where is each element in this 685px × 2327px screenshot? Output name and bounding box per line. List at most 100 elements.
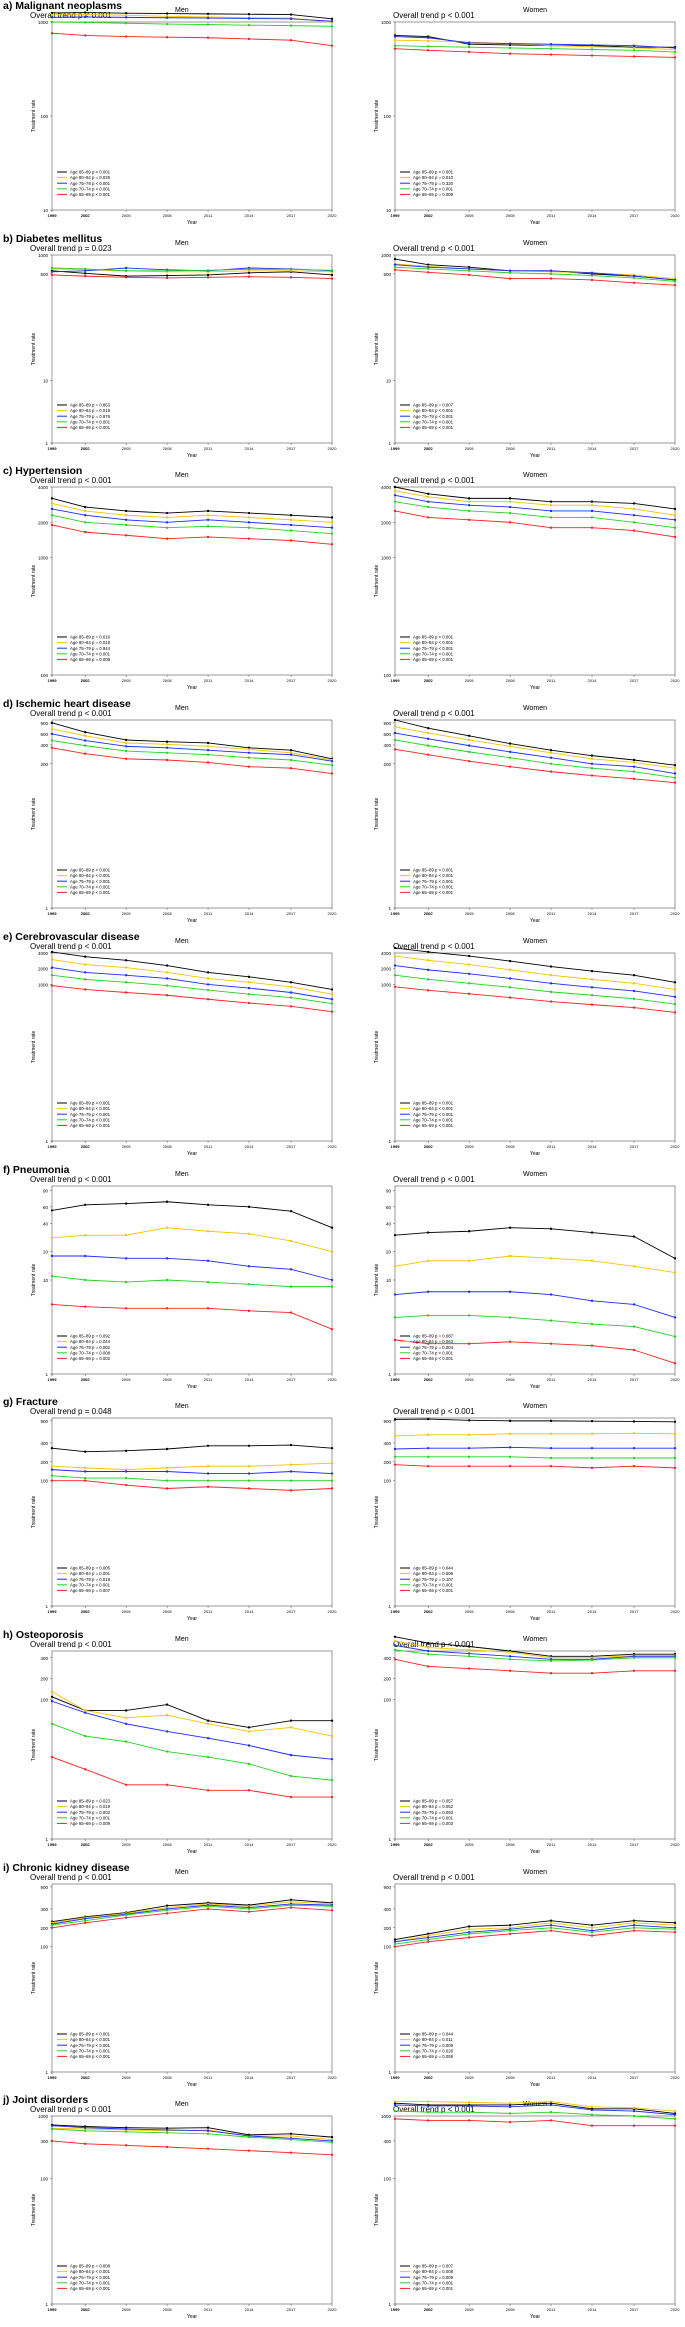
series-line bbox=[51, 1303, 333, 1330]
series-line bbox=[51, 2124, 333, 2138]
x-tick-label: 1999 bbox=[48, 678, 58, 683]
data-point bbox=[673, 283, 677, 287]
men-subplot: Overall trend p < 0.001 Men 4000 2000 1000 1 1… bbox=[0, 931, 340, 1164]
data-point bbox=[590, 43, 594, 47]
y-tick-label: 20 bbox=[43, 1249, 49, 1254]
data-point bbox=[673, 2110, 677, 2113]
x-tick-label: 2011 bbox=[547, 2075, 556, 2080]
overall-trend-label: Overall trend p < 0.001 bbox=[393, 243, 475, 253]
data-point bbox=[330, 1327, 334, 1330]
data-point bbox=[289, 1239, 293, 1242]
data-point bbox=[289, 758, 293, 762]
sex-label: Men bbox=[175, 1635, 189, 1643]
x-tick-label: 2011 bbox=[547, 678, 556, 683]
overall-trend-label: Overall trend p < 0.001 bbox=[393, 476, 475, 486]
series-line bbox=[51, 1691, 333, 1737]
y-tick-label: 400 bbox=[383, 1907, 391, 1912]
legend-entry: Age 65–69 p < 0.001 bbox=[413, 1123, 454, 1128]
data-point bbox=[549, 1318, 553, 1322]
data-point bbox=[84, 271, 87, 275]
data-point bbox=[632, 1656, 636, 1659]
legend-entry: Age 70–74 p < 0.001 bbox=[413, 1117, 454, 1122]
data-point bbox=[247, 1465, 251, 1468]
series-line bbox=[394, 719, 676, 766]
series-line bbox=[394, 48, 676, 58]
y-tick-label: 1000 bbox=[38, 253, 49, 258]
chart-panel: i) Chronic kidney disease Overall trend p… bbox=[0, 1862, 685, 2095]
data-point bbox=[632, 1926, 636, 1929]
data-point bbox=[549, 43, 553, 46]
data-point bbox=[632, 973, 636, 977]
x-tick-label: 1999 bbox=[391, 1842, 401, 1847]
sex-label: Men bbox=[175, 2101, 189, 2109]
data-point bbox=[247, 1910, 251, 1913]
men-subplot: Overall trend p < 0.001 Men 4000 2000 1000 10… bbox=[0, 465, 340, 698]
data-point bbox=[165, 751, 169, 755]
data-point bbox=[427, 2104, 430, 2108]
data-point bbox=[673, 980, 677, 984]
data-point bbox=[508, 512, 512, 515]
y-axis-label: Treatment rate bbox=[374, 1263, 380, 1296]
data-point bbox=[84, 2142, 87, 2146]
legend-entry: Age 85–89 p < 0.001 bbox=[413, 635, 454, 640]
plot-frame bbox=[51, 2115, 333, 2305]
data-point bbox=[427, 1935, 430, 1939]
y-tick-label: 60 bbox=[386, 1204, 392, 1209]
data-point bbox=[590, 48, 594, 51]
data-point bbox=[50, 1236, 54, 1239]
data-point bbox=[467, 265, 471, 269]
data-point bbox=[427, 500, 430, 504]
data-point bbox=[50, 1465, 54, 1468]
data-point bbox=[508, 1446, 512, 1449]
series-line bbox=[51, 1904, 333, 1926]
y-tick-label: 200 bbox=[383, 1460, 391, 1465]
x-tick-label: 2014 bbox=[588, 911, 598, 916]
y-tick-label: 10 bbox=[386, 378, 392, 383]
legend-entry: Age 85–89 p < 0.001 bbox=[70, 868, 111, 873]
x-tick-label: 2008 bbox=[506, 911, 516, 916]
legend-entry: Age 85–89 p = 0.863 bbox=[70, 402, 111, 407]
data-point bbox=[124, 1468, 128, 1472]
series-line bbox=[394, 490, 676, 517]
x-tick-label: 2005 bbox=[465, 911, 475, 916]
series-line bbox=[51, 1900, 333, 1923]
x-axis-label: Year bbox=[530, 2082, 540, 2088]
series-line bbox=[394, 266, 676, 282]
y-tick-label: 400 bbox=[40, 1656, 48, 1661]
data-point bbox=[467, 1927, 471, 1930]
x-tick-label: 2017 bbox=[287, 911, 297, 916]
y-tick-label: 1 bbox=[388, 2302, 391, 2307]
data-point bbox=[427, 1665, 430, 1668]
x-axis-label: Year bbox=[187, 685, 197, 691]
y-tick-label: 1 bbox=[388, 441, 391, 446]
data-point bbox=[393, 1657, 397, 1661]
y-tick-label: 200 bbox=[383, 762, 391, 767]
y-tick-label: 4000 bbox=[38, 951, 49, 956]
legend-entry: Age 85–89 p = 0.057 bbox=[413, 1798, 454, 1803]
data-point bbox=[590, 516, 594, 520]
y-tick-label: 200 bbox=[383, 1677, 391, 1682]
x-tick-label: 2005 bbox=[122, 1609, 132, 1614]
data-point bbox=[508, 1254, 512, 1257]
x-tick-label: 2014 bbox=[245, 678, 255, 683]
data-point bbox=[84, 970, 87, 974]
series-line bbox=[394, 1919, 676, 1940]
data-point bbox=[508, 46, 512, 50]
x-tick-label: 2017 bbox=[287, 2075, 297, 2080]
y-tick-label: 1000 bbox=[38, 556, 49, 561]
x-tick-label: 2008 bbox=[506, 1842, 516, 1847]
data-point bbox=[427, 958, 430, 962]
data-point bbox=[206, 1719, 210, 1722]
data-point bbox=[50, 1468, 54, 1472]
legend-entry: Age 75–79 p = 0.093 bbox=[413, 1810, 454, 1815]
legend-entry: Age 70–74 p < 0.001 bbox=[70, 419, 111, 424]
x-tick-label: 2020 bbox=[328, 1842, 338, 1847]
x-axis-label: Year bbox=[530, 453, 540, 459]
data-point bbox=[632, 44, 636, 47]
series-line bbox=[394, 1255, 676, 1273]
x-tick-label: 2020 bbox=[328, 1377, 338, 1382]
data-point bbox=[467, 267, 471, 270]
data-point bbox=[289, 753, 293, 756]
y-tick-label: 1 bbox=[388, 1604, 391, 1609]
